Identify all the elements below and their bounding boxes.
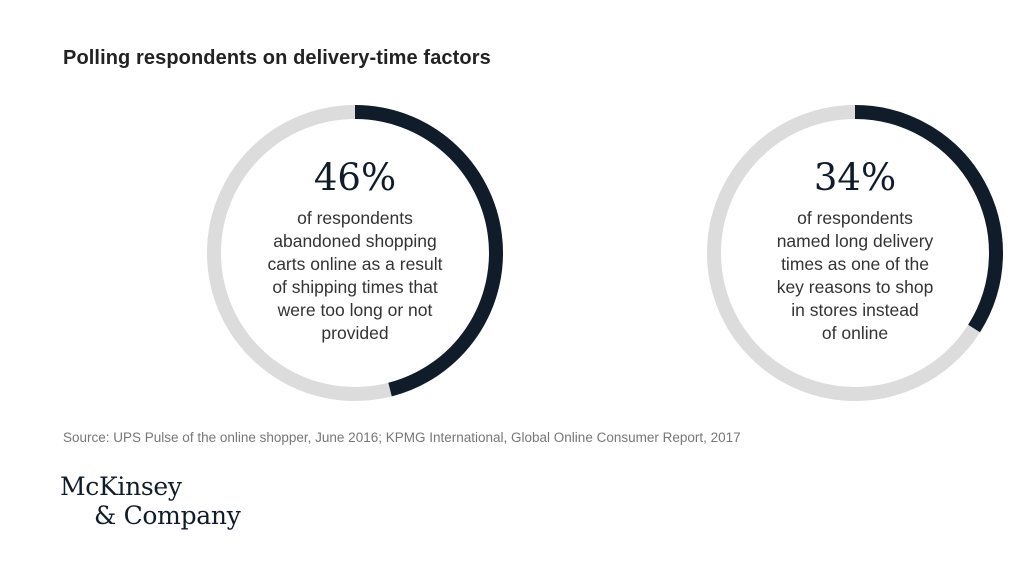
description-line: were too long or not [277,300,433,320]
donut-description: of respondents abandoned shopping carts … [250,207,460,345]
logo-line-1: McKinsey [60,472,182,501]
donut-arc-46-percent [354,105,503,397]
description-line: carts online as a result [267,254,443,274]
description-line: key reasons to shop [776,277,934,297]
description-line: times as one of the [781,254,929,274]
description-line: of shipping times that [272,277,438,297]
description-line: of online [821,323,889,343]
description-line: in stores instead [791,300,919,320]
description-line: of respondents [297,208,413,228]
description-line: provided [321,323,389,343]
mckinsey-logo: McKinsey & Company [60,472,241,530]
donut-value-label: 46% [313,156,397,199]
donut-arc-34-percent [854,105,1003,333]
logo-line-2: & Company [94,501,241,530]
donut-value-label: 34% [813,156,897,199]
description-line: abandoned shopping [273,231,437,251]
chart-title: Polling respondents on delivery-time fac… [63,47,491,69]
donut-description: of respondents named long delivery times… [750,207,960,345]
source-note: Source: UPS Pulse of the online shopper,… [63,430,741,445]
donut-svg [707,105,1003,401]
donut-chart-cart-abandonment: 46% of respondents abandoned shopping ca… [205,103,505,403]
description-line: named long delivery [776,231,934,251]
donut-chart-store-preference: 34% of respondents named long delivery t… [705,103,1005,403]
description-line: of respondents [797,208,913,228]
donut-svg [207,105,503,401]
